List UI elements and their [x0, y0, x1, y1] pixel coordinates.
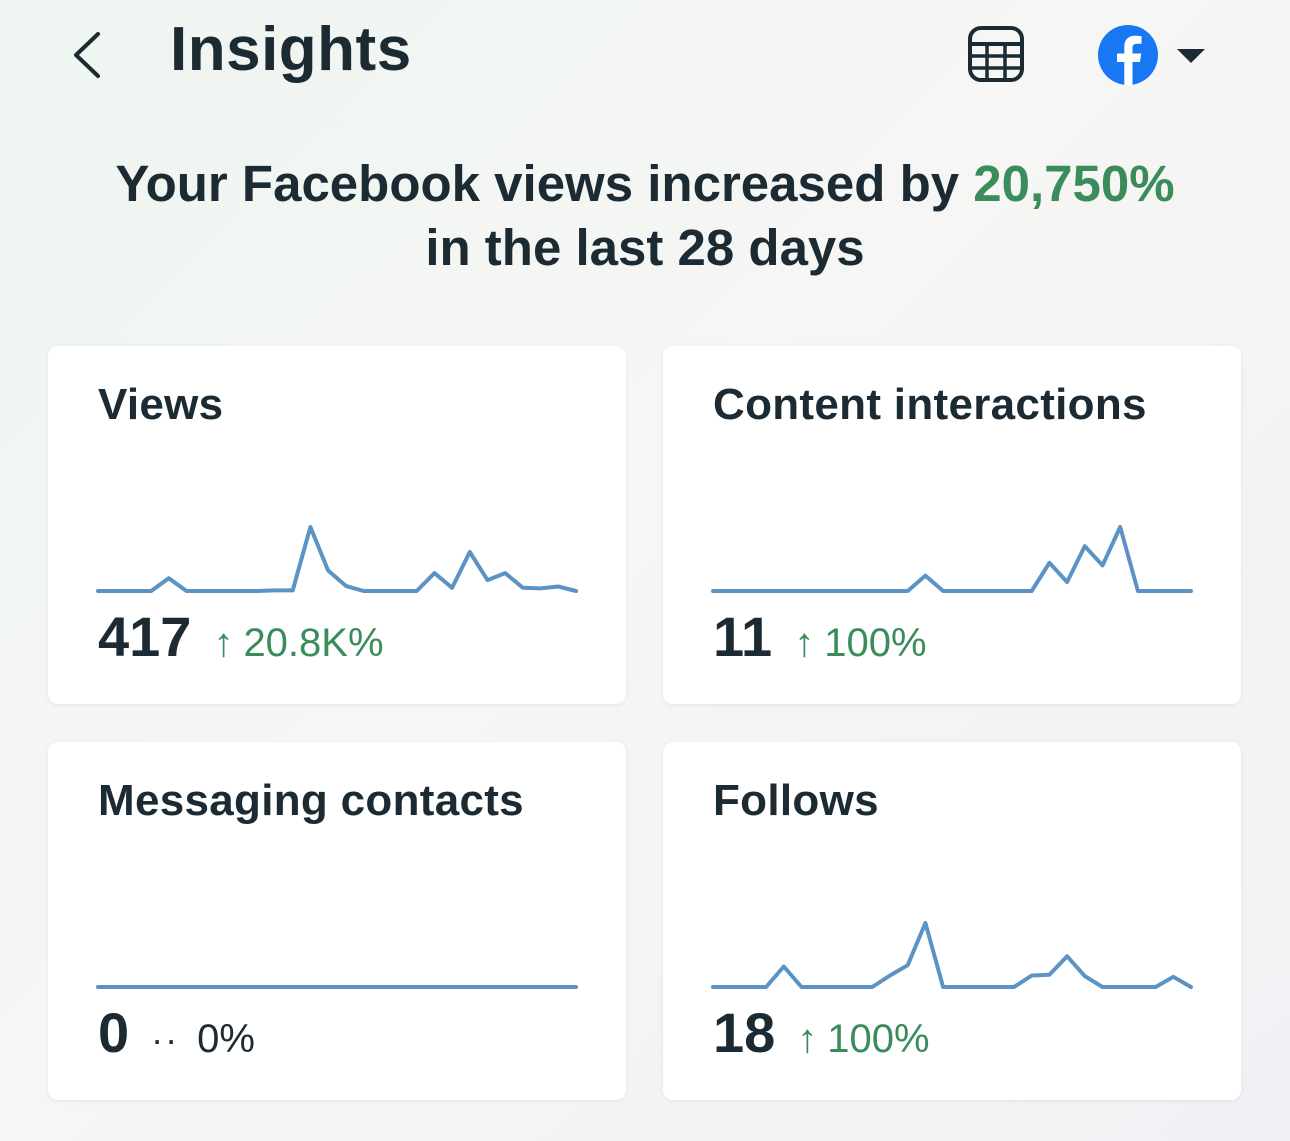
metric-row: 0 ·· 0% [98, 1000, 255, 1064]
messaging-contacts-card[interactable]: Messaging contacts 0 ·· 0% [48, 742, 626, 1100]
metric-value: 417 [98, 605, 192, 668]
facebook-icon [1098, 25, 1158, 85]
card-title: Messaging contacts [98, 776, 524, 825]
chevron-left-icon [74, 32, 100, 78]
headline-suffix: in the last 28 days [425, 219, 865, 276]
platform-switcher[interactable] [1094, 22, 1214, 88]
content-interactions-sparkline [711, 525, 1193, 593]
sparkline-path [96, 525, 578, 593]
sparkline-path [711, 921, 1193, 989]
metric-change: 100% [824, 621, 927, 665]
no-change-icon: ·· [151, 1019, 180, 1060]
metric-value: 0 [98, 1001, 130, 1064]
metric-value: 11 [713, 605, 773, 668]
metric-row: 11 ↑ 100% [713, 604, 927, 668]
calculator-icon [968, 26, 1024, 82]
follows-sparkline [711, 921, 1193, 989]
sparkline-path [711, 525, 1193, 593]
headline-percentage: 20,750% [973, 155, 1175, 212]
views-sparkline [96, 525, 578, 593]
calculator-button[interactable] [962, 24, 1030, 86]
top-bar: Insights [0, 0, 1290, 110]
metric-row: 417 ↑ 20.8K% [98, 604, 384, 668]
headline-prefix: Your Facebook views increased by [115, 155, 974, 212]
arrow-up-icon: ↑ [213, 621, 234, 665]
back-button[interactable] [62, 22, 122, 86]
caret-down-icon [1177, 49, 1205, 63]
metric-change: 0% [197, 1017, 255, 1061]
card-title: Content interactions [713, 380, 1147, 429]
arrow-up-icon: ↑ [794, 621, 815, 665]
messaging-contacts-sparkline [96, 985, 578, 989]
follows-card[interactable]: Follows 18 ↑ 100% [663, 742, 1241, 1100]
metric-row: 18 ↑ 100% [713, 1000, 930, 1064]
arrow-up-icon: ↑ [797, 1017, 818, 1061]
metric-change: 20.8K% [243, 621, 384, 665]
card-title: Views [98, 380, 224, 429]
metric-value: 18 [713, 1001, 776, 1064]
content-interactions-card[interactable]: Content interactions 11 ↑ 100% [663, 346, 1241, 704]
summary-headline: Your Facebook views increased by 20,750%… [0, 152, 1290, 280]
page-title: Insights [170, 15, 412, 84]
metric-change: 100% [827, 1017, 930, 1061]
views-card[interactable]: Views 417 ↑ 20.8K% [48, 346, 626, 704]
card-title: Follows [713, 776, 879, 825]
